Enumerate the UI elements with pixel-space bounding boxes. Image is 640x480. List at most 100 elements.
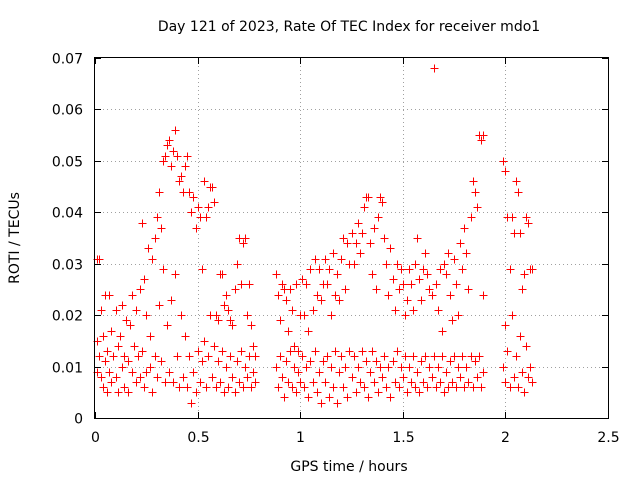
data-point <box>309 306 318 315</box>
data-point <box>479 368 488 377</box>
data-point <box>218 347 227 356</box>
data-point <box>442 368 451 377</box>
data-point <box>157 357 166 366</box>
data-point <box>241 363 250 372</box>
y-tick-label: 0.02 <box>52 309 83 325</box>
data-point <box>469 383 478 392</box>
data-point <box>148 255 157 264</box>
data-point <box>120 383 129 392</box>
grid <box>95 58 608 418</box>
data-point <box>118 301 127 310</box>
data-point <box>284 378 293 387</box>
data-point <box>358 229 367 238</box>
y-tick-label: 0.04 <box>52 206 83 222</box>
data-point <box>159 157 168 166</box>
y-tick-labels: 0 0.01 0.02 0.03 0.04 0.05 0.06 0.07 <box>52 52 83 428</box>
data-point <box>212 383 221 392</box>
data-point <box>473 203 482 212</box>
data-point <box>444 383 453 392</box>
data-point <box>130 342 139 351</box>
data-point <box>169 378 178 387</box>
data-point <box>325 393 334 402</box>
data-point <box>290 363 299 372</box>
data-point <box>331 347 340 356</box>
data-point <box>142 311 151 320</box>
data-point <box>251 378 260 387</box>
data-point <box>446 357 455 366</box>
data-point <box>294 368 303 377</box>
y-tick-label: 0.06 <box>52 103 83 119</box>
data-point <box>421 249 430 258</box>
data-point <box>298 352 307 361</box>
data-point <box>374 388 383 397</box>
data-point <box>136 285 145 294</box>
data-point <box>101 357 110 366</box>
data-point <box>343 239 352 248</box>
data-point <box>282 357 291 366</box>
data-point <box>220 301 229 310</box>
data-point <box>510 373 519 382</box>
data-point <box>208 373 217 382</box>
data-point <box>311 347 320 356</box>
data-point <box>222 291 231 300</box>
data-point <box>364 393 373 402</box>
data-point <box>116 332 125 341</box>
data-point <box>362 357 371 366</box>
data-point <box>520 388 529 397</box>
data-point <box>514 188 523 197</box>
data-point <box>124 357 133 366</box>
data-point <box>118 363 127 372</box>
data-point <box>528 265 537 274</box>
x-tick-labels: 0 0.5 1 1.5 2 2.5 <box>91 430 620 446</box>
data-point <box>327 363 336 372</box>
data-point <box>380 352 389 361</box>
data-point <box>105 291 114 300</box>
data-point <box>415 388 424 397</box>
data-point <box>313 388 322 397</box>
data-point <box>378 198 387 207</box>
data-point <box>185 352 194 361</box>
data-point <box>202 213 211 222</box>
data-point <box>107 378 116 387</box>
data-point <box>382 383 391 392</box>
data-point <box>274 291 283 300</box>
data-point <box>202 383 211 392</box>
data-point <box>399 373 408 382</box>
y-tick-label: 0.05 <box>52 155 83 171</box>
data-point <box>134 352 143 361</box>
data-point <box>210 198 219 207</box>
data-point <box>419 378 428 387</box>
data-point <box>458 352 467 361</box>
data-point <box>348 373 357 382</box>
data-point <box>454 363 463 372</box>
data-point <box>97 373 106 382</box>
data-point <box>321 255 330 264</box>
data-point <box>272 363 281 372</box>
data-point <box>132 306 141 315</box>
data-point <box>401 352 410 361</box>
data-point <box>411 383 420 392</box>
data-point <box>151 352 160 361</box>
data-point <box>393 260 402 269</box>
data-point <box>339 383 348 392</box>
data-point <box>323 352 332 361</box>
data-point <box>446 291 455 300</box>
data-point <box>153 373 162 382</box>
data-point <box>335 368 344 377</box>
data-point <box>315 368 324 377</box>
data-point <box>333 399 342 408</box>
data-point <box>192 224 201 233</box>
data-point <box>329 249 338 258</box>
x-tick-label: 2.5 <box>597 430 619 446</box>
data-point <box>333 270 342 279</box>
data-point <box>520 270 529 279</box>
data-point <box>395 383 404 392</box>
data-point <box>247 383 256 392</box>
data-point <box>384 363 393 372</box>
data-point <box>194 347 203 356</box>
data-point <box>376 363 385 372</box>
data-point <box>343 393 352 402</box>
data-point <box>403 388 412 397</box>
data-point <box>304 327 313 336</box>
